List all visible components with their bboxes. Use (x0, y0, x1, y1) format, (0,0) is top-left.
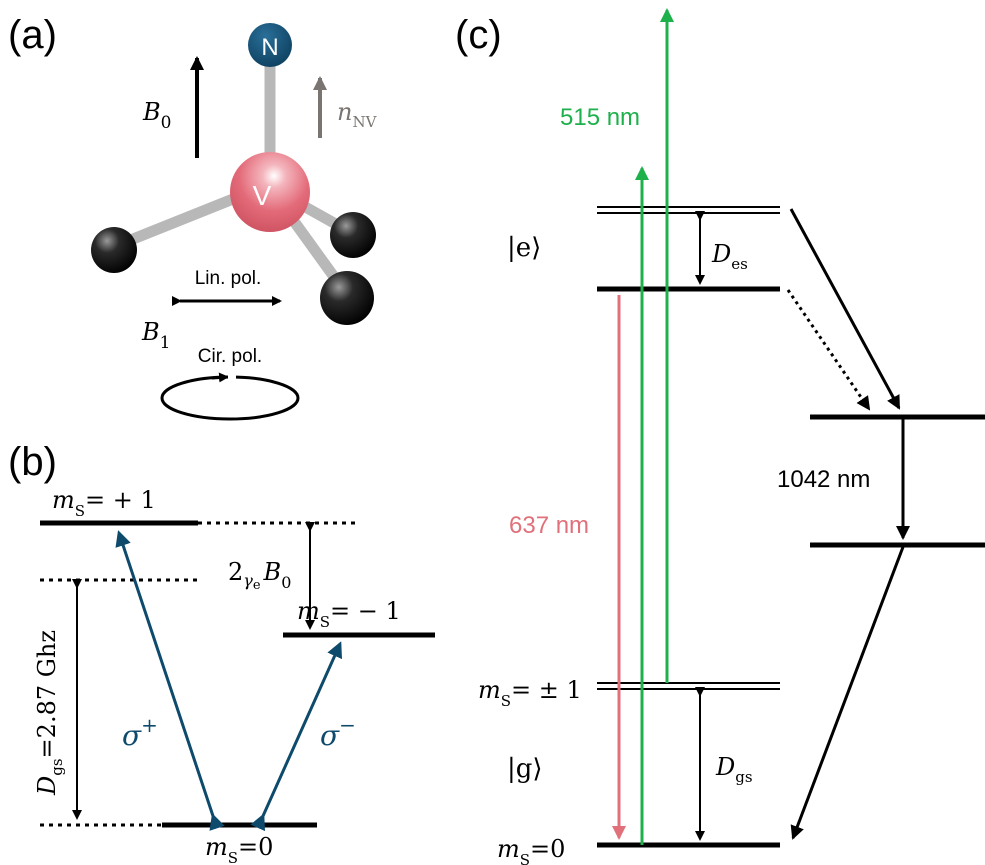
nv-center-molecule: V N (91, 23, 376, 325)
isc-arrow-from-ms0 (786, 289, 871, 411)
b1-label: B1 (141, 318, 170, 353)
sigma-minus-transition (250, 641, 342, 832)
cir-pol-gap (228, 372, 236, 382)
carbon-atom-bottom (320, 271, 374, 325)
ms-minus1-label: mS= − 1 (297, 597, 401, 631)
dgs-label-c: Dgs (715, 753, 753, 786)
panel-b-label: (b) (8, 440, 57, 484)
carbon-atom-right (330, 212, 376, 258)
ms-plus1-label: mS= + 1 (52, 486, 156, 520)
lin-pol-label: Lin. pol. (195, 268, 262, 289)
cir-pol-arrowhead (211, 372, 229, 383)
ms0-label-b: mS=0 (205, 833, 273, 865)
isc-arrow-from-ms-pm1 (789, 208, 901, 410)
ms-pm1-label: mS= ± 1 (478, 676, 582, 710)
singlet-to-ground-arrow (790, 546, 905, 840)
ms0-label-c: mS=0 (497, 835, 565, 865)
nnv-label: nNV (337, 98, 378, 131)
cir-pol-loop (160, 375, 300, 421)
cir-pol-label: Cir. pol. (198, 346, 262, 367)
b0-label: B0 (142, 98, 171, 133)
dgs-label-b: Dgs=2.87 Ghz (33, 630, 66, 796)
nitrogen-label: N (261, 34, 278, 61)
ground-state-label: |g⟩ (507, 754, 543, 784)
sigma-plus-label: σ+ (122, 713, 158, 752)
sigma-plus-transition (115, 530, 225, 831)
carbon-atom-left (91, 227, 137, 273)
vacancy-label: V (253, 180, 272, 211)
pump-wavelength-label: 515 nm (560, 104, 640, 131)
zeeman-label: 2γe B0 (228, 558, 291, 593)
panel-c-label: (c) (455, 13, 502, 57)
excited-state-label: |e⟩ (507, 233, 541, 263)
vacancy-site (230, 152, 310, 232)
emission-wavelength-label: 637 nm (509, 512, 589, 539)
ir-wavelength-label: 1042 nm (777, 466, 870, 493)
panel-a-label: (a) (8, 13, 57, 57)
sigma-minus-label: σ− (320, 713, 356, 752)
nitrogen-atom (248, 23, 292, 67)
des-label: Des (711, 240, 748, 273)
